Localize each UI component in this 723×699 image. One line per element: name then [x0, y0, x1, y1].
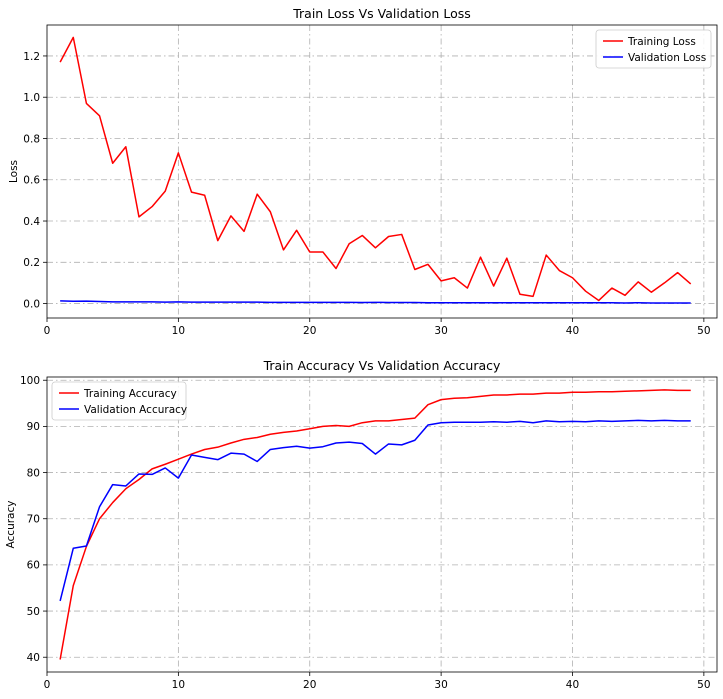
chart-1-xtick-label-1: 10 — [172, 325, 185, 337]
chart-1-series-2-line — [60, 300, 691, 304]
chart-1-xtick-label-4: 40 — [566, 325, 579, 337]
chart-2-xtick-label-2: 20 — [303, 679, 316, 691]
chart-2-legend-label-1: Training Accuracy — [83, 388, 177, 400]
chart-1-ytick-label-6: 1.2 — [23, 51, 40, 63]
chart-2-xtick-label-1: 10 — [172, 679, 185, 691]
chart-1-ylabel: Loss — [8, 160, 20, 183]
chart-2-series-2-line — [59, 419, 691, 602]
chart-2-series-1-line — [59, 389, 691, 660]
chart-2-xtick-label-5: 50 — [697, 679, 710, 691]
chart-2-legend-label-2: Validation Accuracy — [84, 404, 187, 416]
chart-2-ytick-label-2: 60 — [27, 560, 40, 572]
chart-1-ytick-label-4: 0.8 — [23, 133, 40, 145]
chart-1-ytick-label-3: 0.6 — [23, 175, 40, 187]
chart-2-xtick-label-3: 30 — [434, 679, 447, 691]
chart-2-ytick-label-4: 80 — [27, 467, 40, 479]
chart-1-xtick-label-5: 50 — [697, 325, 710, 337]
chart-1-legend: Training Loss Validation Loss — [595, 29, 712, 69]
chart-2-frame — [46, 376, 718, 673]
chart-2-ytick-label-0: 40 — [27, 652, 40, 664]
chart-1-ytick-label-2: 0.4 — [23, 216, 40, 228]
chart-2-ytick-label-6: 100 — [20, 375, 40, 387]
chart-1-ytick-label-5: 1.0 — [23, 92, 40, 104]
chart-2-title: Train Accuracy Vs Validation Accuracy — [263, 358, 501, 373]
chart-1-legend-label-2: Validation Loss — [628, 52, 706, 64]
chart-1-xtick-label-3: 30 — [434, 325, 447, 337]
chart-2-ytick-label-5: 90 — [27, 421, 40, 433]
chart-2: Train Accuracy Vs Validation Accuracy 0 10… — [5, 358, 718, 691]
chart-1-xtick-label-0: 0 — [44, 325, 51, 337]
chart-1-series-1-line — [59, 36, 692, 302]
chart-2-xtick-label-0: 0 — [44, 679, 51, 691]
chart-2-ytick-label-3: 70 — [27, 514, 40, 526]
chart-1: Train Loss Vs Validation Loss 0 10 20 30 40 50… — [8, 6, 718, 337]
chart-1-ytick-label-1: 0.2 — [23, 257, 40, 269]
chart-2-legend-box — [51, 381, 187, 421]
chart-1-title: Train Loss Vs Validation Loss — [292, 6, 471, 21]
chart-2-ylabel: Accuracy — [5, 501, 17, 549]
chart-1-ytick-label-0: 0.0 — [23, 298, 40, 310]
chart-2-xtick-label-4: 40 — [566, 679, 579, 691]
chart-2-legend: Training Accuracy Validation Accuracy — [51, 381, 187, 421]
chart-1-frame — [46, 24, 718, 319]
chart-1-legend-box — [595, 29, 712, 69]
chart-2-ytick-label-1: 50 — [27, 606, 40, 618]
chart-1-xtick-label-2: 20 — [303, 325, 316, 337]
chart-1-legend-label-1: Training Loss — [627, 36, 696, 48]
